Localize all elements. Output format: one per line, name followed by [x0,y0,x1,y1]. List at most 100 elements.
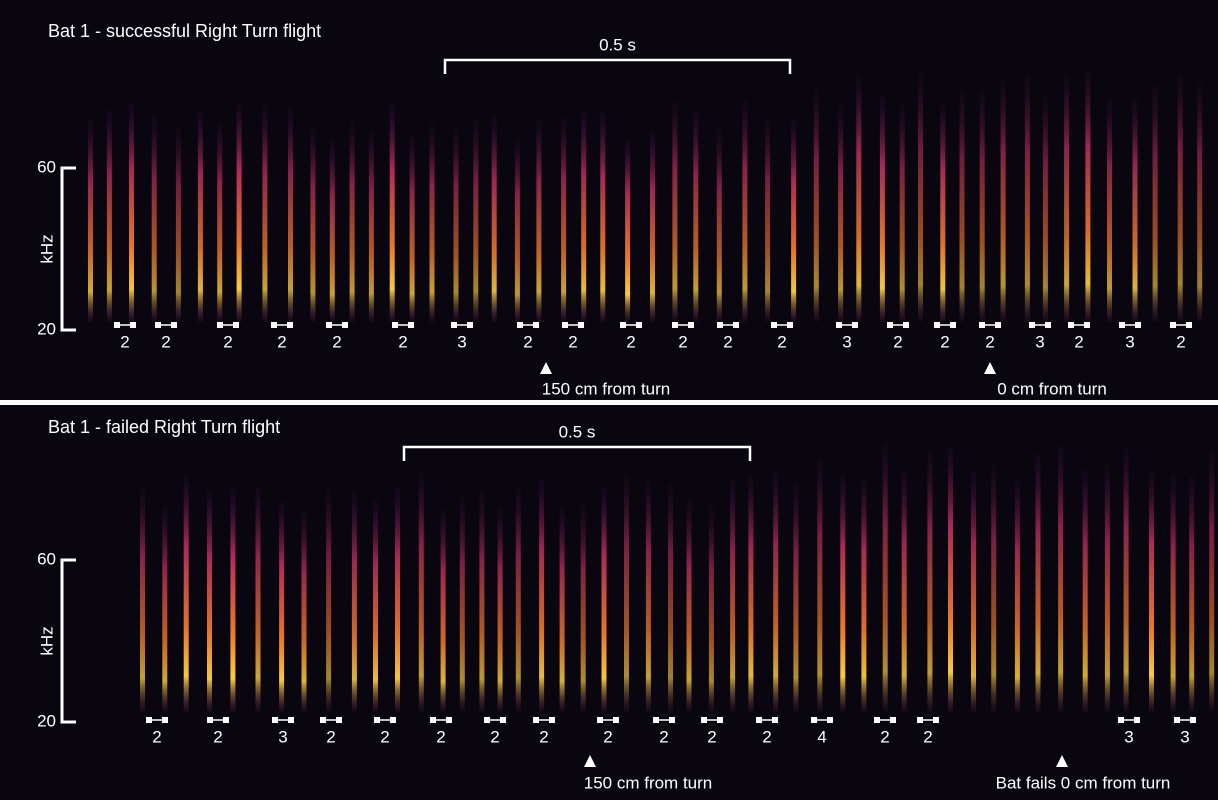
pulse-dot [1135,322,1141,328]
pulse-dot [171,322,177,328]
call-streak [217,122,223,323]
group-label: 2 [213,727,222,746]
scale-label: 0.5 s [559,422,596,441]
call-streak [708,506,714,712]
pulse-dot [717,322,723,328]
call-streak [959,89,965,322]
axis-top: 60 [37,549,56,568]
pulse-dot [1186,322,1192,328]
call-streak [645,480,651,712]
call-streak [901,469,907,712]
pulse-dot [272,717,278,723]
call-streak [581,109,587,322]
call-streak [497,508,503,712]
pulse-dot [717,717,723,723]
group-label: 3 [1125,332,1134,351]
pulse-dot [756,717,762,723]
pulse-dot [114,322,120,328]
call-streak [991,463,997,712]
pulse-dot [430,717,436,723]
pulse-dot [903,322,909,328]
call-streak [601,486,607,712]
call-streak [730,478,736,712]
pulse-dot [451,322,457,328]
group-label: 3 [1035,332,1044,351]
call-streak [491,116,497,322]
call-streak [175,126,181,322]
group-label: 2 [678,332,687,351]
call-streak [326,487,332,712]
call-streak [773,471,779,712]
panel-title: Bat 1 - failed Right Turn flight [48,417,280,437]
pulse-dot [408,322,414,328]
call-streak [838,105,844,323]
call-streak [580,503,586,712]
call-streak [793,483,799,712]
group-label: 2 [1074,332,1083,351]
group-label: 2 [539,727,548,746]
call-streak [882,443,888,712]
group-label: 2 [1176,332,1185,351]
marker-arrow [1056,755,1068,767]
pulse-dot [288,717,294,723]
group-label: 2 [380,727,389,746]
call-streak [624,473,629,712]
call-streak [856,76,862,322]
call-streak [979,89,985,322]
pulse-dot [446,717,452,723]
pulse-dot [1170,322,1176,328]
call-streak [561,118,567,322]
pulse-dot [733,322,739,328]
group-label: 2 [923,727,932,746]
call-streak [197,109,203,323]
call-streak [918,73,923,322]
group-label: 2 [603,727,612,746]
panel-background [0,0,1218,400]
group-label: 2 [326,727,335,746]
pulse-dot [549,717,555,723]
call-streak [453,126,459,322]
pulse-dot [1119,322,1125,328]
axis-top: 60 [37,157,56,176]
pulse-dot [669,717,675,723]
call-streak [765,117,771,322]
pulse-dot [217,322,223,328]
group-label: 4 [817,727,826,746]
call-streak [310,126,316,323]
pulse-dot [287,322,293,328]
call-streak [1064,74,1070,323]
call-streak [1132,98,1138,322]
axis-bottom: 20 [37,319,56,338]
call-streak [948,446,953,712]
call-streak [88,119,93,322]
pulse-dot [1134,717,1140,723]
call-streak [389,103,395,322]
call-streak [262,104,268,322]
group-label: 2 [659,727,668,746]
call-streak [368,130,374,322]
pulse-dot [1118,717,1124,723]
pulse-dot [887,322,893,328]
axis-bracket [60,166,76,332]
call-streak [140,487,145,712]
call-streak [1024,75,1030,322]
group-label: 2 [277,332,286,351]
pulse-dot [562,322,568,328]
pulse-dot [917,717,923,723]
call-streak [940,103,946,322]
pulse-dot [620,322,626,328]
call-streak [716,129,722,322]
group-label: 3 [1124,727,1133,746]
pulse-dot [374,717,380,723]
call-streak [459,497,465,712]
call-streak [927,451,933,712]
call-streak [1000,79,1006,322]
group-label: 2 [626,332,635,351]
pulse-dot [772,717,778,723]
call-streak [230,488,236,712]
pulse-dot [852,322,858,328]
call-streak [151,116,157,323]
axis-bottom: 20 [37,711,56,730]
marker-arrow [584,755,596,767]
pulse-dot [688,322,694,328]
